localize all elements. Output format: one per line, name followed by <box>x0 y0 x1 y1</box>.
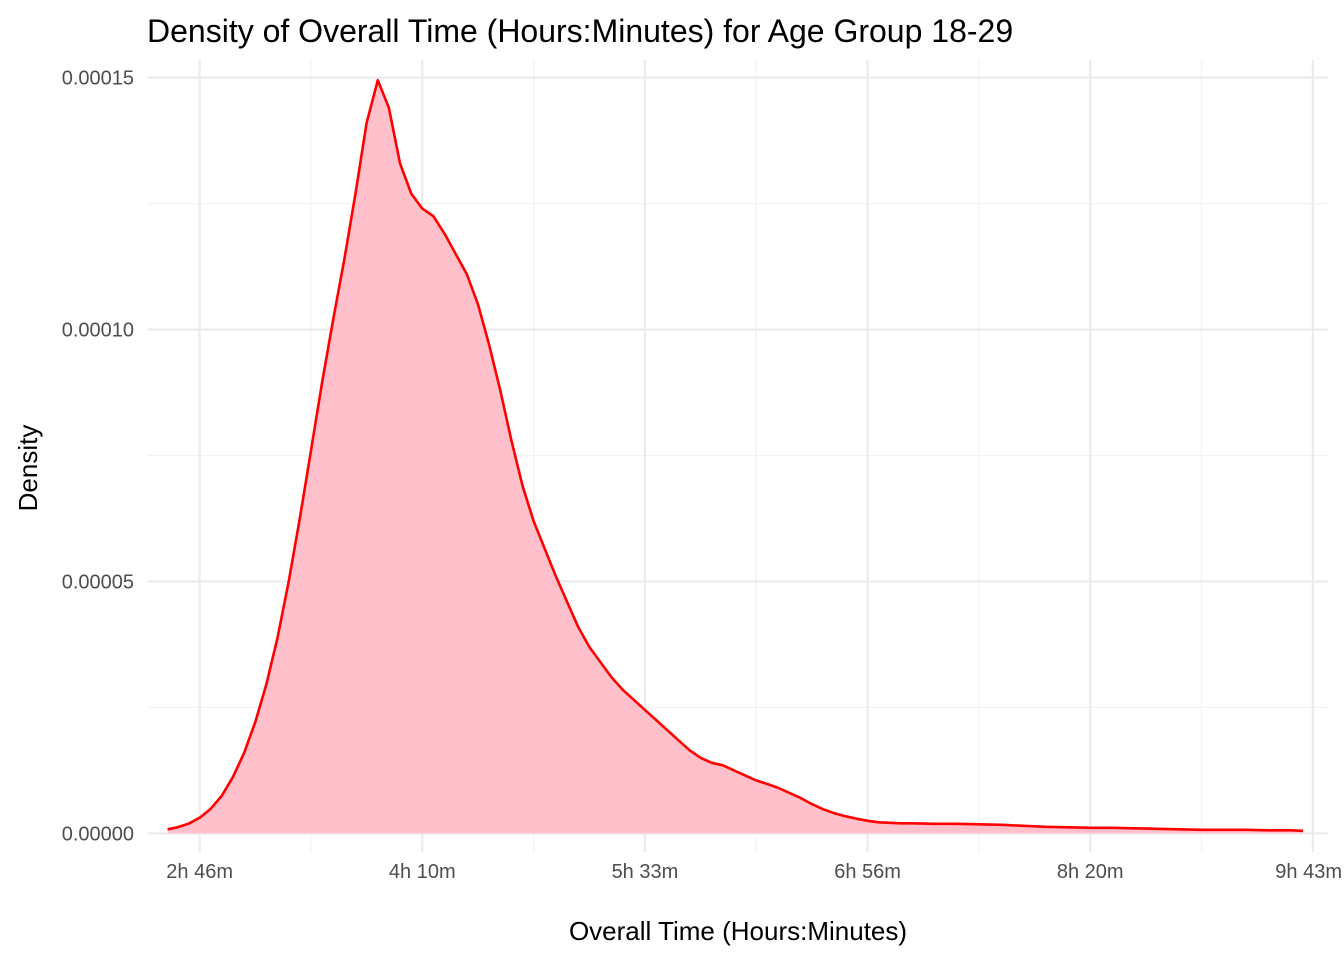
y-tick-label: 0.00010 <box>62 320 134 342</box>
y-tick-label: 0.00015 <box>62 68 134 90</box>
y-axis-title: Density <box>13 425 43 512</box>
x-tick-label: 5h 33m <box>612 861 679 883</box>
density-area-fill <box>167 80 1304 834</box>
x-tick-label: 4h 10m <box>389 861 456 883</box>
y-tick-label: 0.00000 <box>62 823 134 845</box>
y-tick-label: 0.00005 <box>62 571 134 593</box>
x-tick-label: 8h 20m <box>1057 861 1124 883</box>
x-axis-title: Overall Time (Hours:Minutes) <box>569 916 907 946</box>
x-tick-label: 2h 46m <box>166 861 233 883</box>
x-tick-label: 6h 56m <box>834 861 901 883</box>
x-tick-label: 9h 43m <box>1275 861 1342 883</box>
x-axis-tick-labels: 2h 46m 4h 10m 5h 33m 6h 56m 8h 20m 9h 43m <box>166 861 1342 883</box>
chart-title: Density of Overall Time (Hours:Minutes) … <box>147 13 1013 49</box>
y-axis-tick-labels: 0.00000 0.00005 0.00010 0.00015 <box>62 68 134 846</box>
density-curve-line <box>167 78 1304 833</box>
